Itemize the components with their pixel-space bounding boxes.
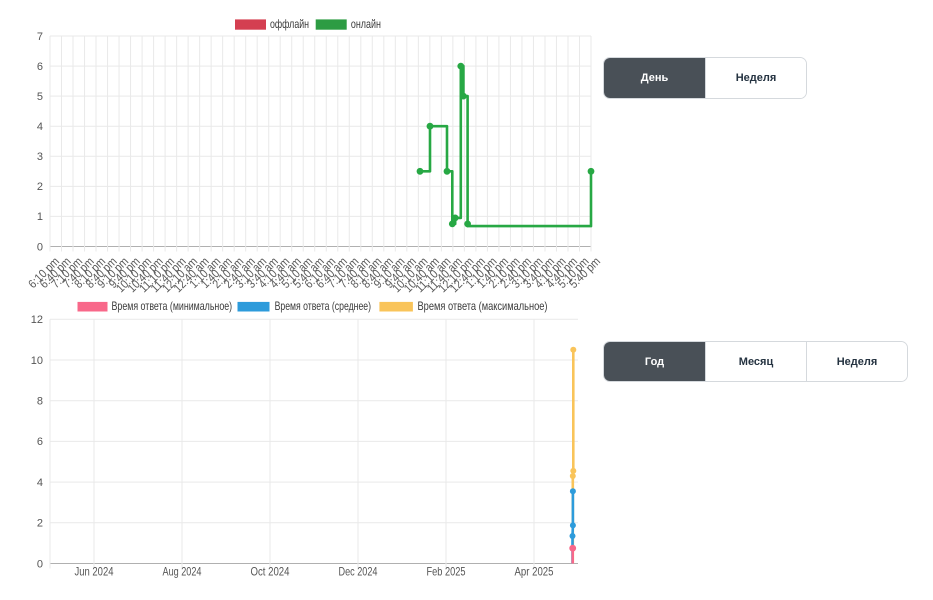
svg-text:Aug 2024: Aug 2024 <box>163 565 202 579</box>
svg-text:12: 12 <box>31 314 43 326</box>
svg-text:4: 4 <box>37 477 43 489</box>
svg-text:2: 2 <box>37 518 43 530</box>
svg-text:Jun 2024: Jun 2024 <box>75 565 114 579</box>
svg-text:0: 0 <box>37 558 43 570</box>
svg-text:0: 0 <box>37 241 43 253</box>
svg-text:Время ответа (максимальное): Время ответа (максимальное) <box>418 299 548 313</box>
svg-text:Apr 2025: Apr 2025 <box>515 565 554 579</box>
svg-text:5: 5 <box>37 91 43 103</box>
svg-text:Время ответа (минимальное): Время ответа (минимальное) <box>112 299 233 313</box>
svg-text:10: 10 <box>31 355 43 367</box>
svg-text:1: 1 <box>37 211 43 223</box>
svg-text:Oct 2024: Oct 2024 <box>251 565 290 579</box>
svg-text:онлайн: онлайн <box>351 17 381 31</box>
svg-text:оффлайн: оффлайн <box>270 17 309 31</box>
svg-text:Время ответа (среднее): Время ответа (среднее) <box>275 299 371 313</box>
svg-text:3: 3 <box>37 151 43 163</box>
svg-text:7: 7 <box>37 31 43 43</box>
svg-text:2: 2 <box>37 181 43 193</box>
svg-text:4: 4 <box>37 121 43 133</box>
svg-text:Feb 2025: Feb 2025 <box>427 565 466 579</box>
svg-text:6: 6 <box>37 61 43 73</box>
svg-text:Dec 2024: Dec 2024 <box>339 565 378 579</box>
svg-text:8: 8 <box>37 396 43 408</box>
svg-text:6: 6 <box>37 436 43 448</box>
